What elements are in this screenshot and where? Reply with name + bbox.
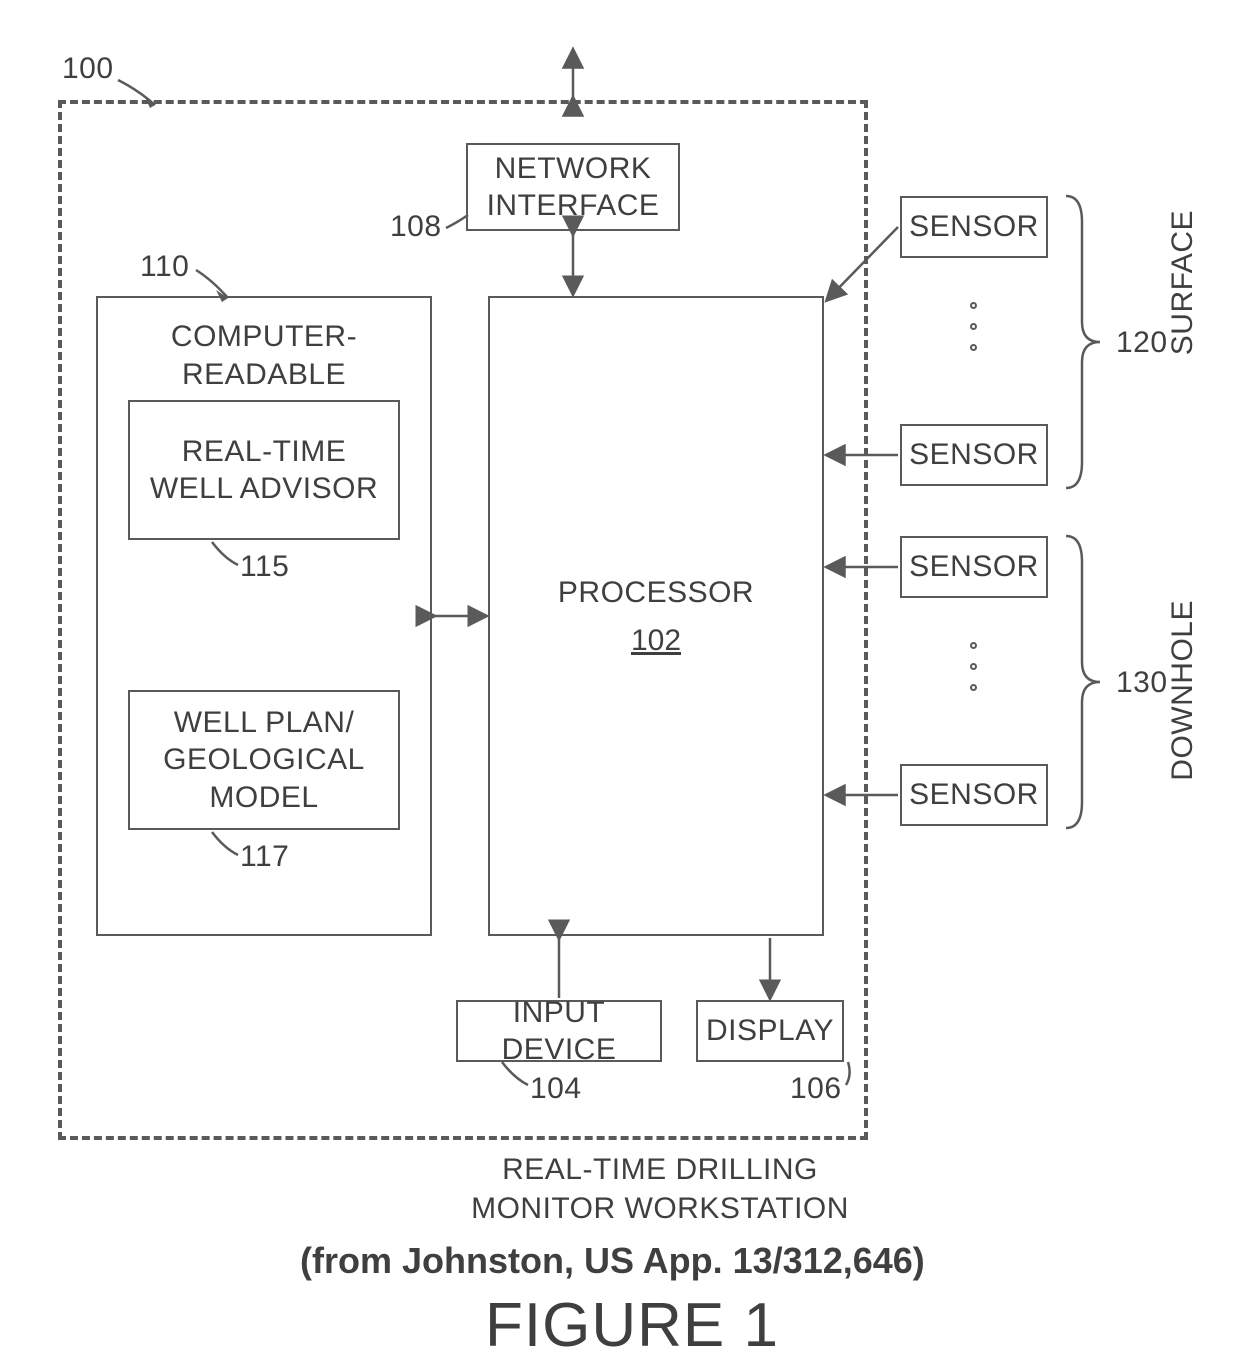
sensor-box-4: SENSOR bbox=[900, 764, 1048, 826]
well-plan-label: WELL PLAN/ GEOLOGICAL MODEL bbox=[130, 704, 398, 817]
workstation-label: REAL-TIME DRILLING MONITOR WORKSTATION bbox=[450, 1150, 870, 1228]
ref-120: 120 bbox=[1116, 326, 1168, 360]
network-interface-box: NETWORK INTERFACE bbox=[466, 143, 680, 231]
sensor-box-2: SENSOR bbox=[900, 424, 1048, 486]
well-advisor-label: REAL-TIME WELL ADVISOR bbox=[150, 433, 378, 508]
processor-box: PROCESSOR 102 bbox=[488, 296, 824, 936]
ref-117: 117 bbox=[240, 840, 289, 874]
figure-credit: (from Johnston, US App. 13/312,646) bbox=[300, 1240, 925, 1282]
ref-110: 110 bbox=[140, 250, 189, 284]
sensor-label-3: SENSOR bbox=[909, 548, 1039, 586]
diagram-canvas: 100 NETWORK INTERFACE 108 COMPUTER-READA… bbox=[0, 0, 1240, 1370]
downhole-label: DOWNHOLE bbox=[1166, 600, 1200, 781]
sensor-box-3: SENSOR bbox=[900, 536, 1048, 598]
sensor-box-1: SENSOR bbox=[900, 196, 1048, 258]
sensor-label-4: SENSOR bbox=[909, 776, 1039, 814]
display-label: DISPLAY bbox=[706, 1012, 834, 1050]
ref-108: 108 bbox=[390, 210, 442, 244]
sensor-label-2: SENSOR bbox=[909, 436, 1039, 474]
network-interface-label: NETWORK INTERFACE bbox=[487, 150, 660, 225]
brace-surface bbox=[1060, 192, 1104, 492]
ellipsis-dots-1 bbox=[970, 302, 977, 351]
ref-130: 130 bbox=[1116, 666, 1168, 700]
well-advisor-box: REAL-TIME WELL ADVISOR bbox=[128, 400, 400, 540]
ref-100: 100 bbox=[62, 52, 114, 86]
ellipsis-dots-2 bbox=[970, 642, 977, 691]
figure-title: FIGURE 1 bbox=[485, 1290, 779, 1361]
sensor-label-1: SENSOR bbox=[909, 208, 1039, 246]
ref-115: 115 bbox=[240, 550, 289, 584]
ref-106: 106 bbox=[790, 1072, 842, 1106]
surface-label: SURFACE bbox=[1166, 210, 1200, 355]
well-plan-box: WELL PLAN/ GEOLOGICAL MODEL bbox=[128, 690, 400, 830]
brace-downhole bbox=[1060, 532, 1104, 832]
input-device-box: INPUT DEVICE bbox=[456, 1000, 662, 1062]
display-box: DISPLAY bbox=[696, 1000, 844, 1062]
ref-102: 102 bbox=[631, 624, 681, 658]
input-device-label: INPUT DEVICE bbox=[458, 994, 660, 1069]
processor-label: PROCESSOR bbox=[558, 574, 754, 612]
ref-104: 104 bbox=[530, 1072, 582, 1106]
